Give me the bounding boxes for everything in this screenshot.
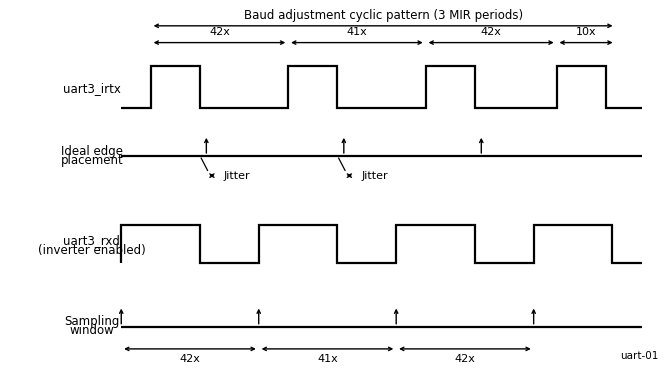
Text: (inverter enabled): (inverter enabled) <box>38 244 146 257</box>
Text: 42x: 42x <box>454 354 476 364</box>
Text: Baud adjustment cyclic pattern (3 MIR periods): Baud adjustment cyclic pattern (3 MIR pe… <box>244 9 522 22</box>
Text: 42x: 42x <box>209 27 230 37</box>
Text: 42x: 42x <box>481 27 502 37</box>
Text: 41x: 41x <box>347 27 367 37</box>
Text: 10x: 10x <box>576 27 597 37</box>
Text: uart3_irtx: uart3_irtx <box>63 82 121 95</box>
Text: Ideal edge: Ideal edge <box>61 145 123 158</box>
Text: 41x: 41x <box>317 354 338 364</box>
Text: Jitter: Jitter <box>361 171 388 181</box>
Text: uart3_rxd: uart3_rxd <box>63 234 120 247</box>
Text: Sampling: Sampling <box>64 315 120 328</box>
Text: uart-01: uart-01 <box>620 351 658 361</box>
Text: placement: placement <box>60 154 123 167</box>
Text: window: window <box>69 324 114 337</box>
Text: Jitter: Jitter <box>224 171 250 181</box>
Text: 42x: 42x <box>180 354 200 364</box>
